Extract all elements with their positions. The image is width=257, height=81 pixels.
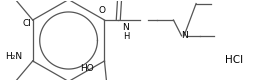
Text: Cl: Cl [22,19,31,28]
Text: N: N [181,31,187,40]
Text: HCl: HCl [225,55,243,65]
Text: H: H [123,32,129,41]
Text: O: O [98,6,105,15]
Text: N: N [122,23,129,32]
Text: H₂N: H₂N [5,52,22,61]
Text: HO: HO [80,64,94,73]
